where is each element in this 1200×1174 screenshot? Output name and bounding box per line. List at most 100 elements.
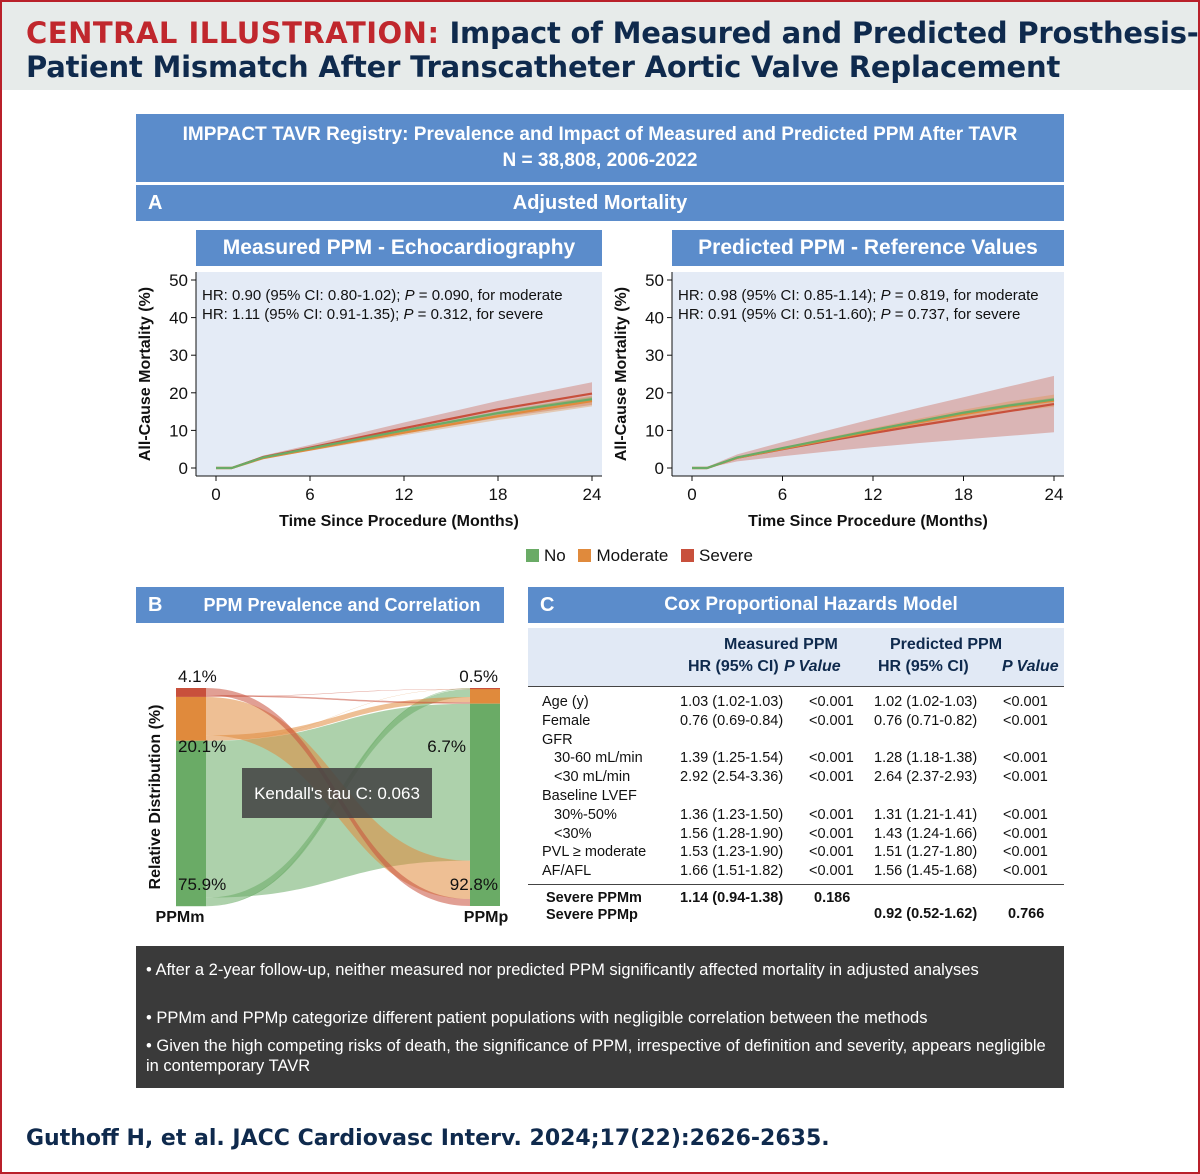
plot-area bbox=[672, 272, 1064, 476]
key-findings-box: • After a 2-year follow-up, neither meas… bbox=[136, 946, 1064, 1088]
header-p-measured: P Value bbox=[784, 658, 841, 675]
header: CENTRAL ILLUSTRATION: Impact of Measured… bbox=[2, 2, 1199, 90]
row-measured-hr: 1.36 (1.23-1.50) bbox=[680, 806, 784, 823]
left-node-severe bbox=[176, 688, 206, 697]
y-axis-title: All-Cause Mortality (%) bbox=[137, 287, 154, 461]
plot2-title: Predicted PPM - Reference Values bbox=[672, 230, 1064, 266]
row-label: Age (y) bbox=[542, 694, 589, 710]
y-tick-label-10: 10 bbox=[169, 421, 188, 440]
x-tick-label-0: 0 bbox=[211, 485, 220, 504]
panel-c-letter: C bbox=[540, 594, 555, 616]
severe-ppmp-label: Severe PPMp bbox=[546, 907, 638, 923]
row-predicted-p: <0.001 bbox=[1003, 844, 1048, 861]
plot-area bbox=[196, 272, 602, 476]
header-measured-ppm: Measured PPM bbox=[724, 636, 838, 653]
row-measured-p: <0.001 bbox=[809, 844, 854, 861]
panel-b-title: PPM Prevalence and Correlation bbox=[203, 595, 481, 615]
row-measured-hr: 0.76 (0.69-0.84) bbox=[680, 712, 784, 729]
y-tick-label-0: 0 bbox=[179, 459, 188, 478]
y-tick-label-50: 50 bbox=[645, 271, 664, 290]
hr-annotation-2: HR: 1.11 (95% CI: 0.91-1.35); P = 0.312,… bbox=[202, 306, 543, 323]
left-severe-label: 4.1% bbox=[178, 667, 217, 686]
row-label: Female bbox=[542, 712, 591, 729]
legend-severe-label: Severe bbox=[699, 546, 753, 565]
right-node-moderate bbox=[470, 689, 500, 704]
header-title-line2: Patient Mismatch After Transcatheter Aor… bbox=[26, 50, 1061, 84]
ppmp-label: PPMp bbox=[464, 909, 509, 926]
row-measured-hr: 2.92 (2.54-3.36) bbox=[680, 769, 784, 786]
header-p-predicted: P Value bbox=[1002, 658, 1059, 675]
right-no-label: 92.8% bbox=[450, 875, 498, 894]
panel-b-bar: B PPM Prevalence and Correlation bbox=[136, 587, 504, 623]
x-axis-title: Time Since Procedure (Months) bbox=[279, 513, 519, 530]
row-label: 30-60 mL/min bbox=[554, 750, 643, 767]
finding-3-text: Given the high competing risks of death,… bbox=[146, 1037, 1046, 1075]
severe-ppmm-p: 0.186 bbox=[814, 890, 851, 906]
header-predicted-ppm: Predicted PPM bbox=[890, 636, 1003, 653]
row-predicted-p: <0.001 bbox=[1003, 863, 1048, 880]
row-predicted-hr: 1.28 (1.18-1.38) bbox=[874, 750, 978, 767]
x-tick-label-24: 24 bbox=[583, 485, 602, 504]
severe-ppmp-hr: 0.92 (0.52-1.62) bbox=[874, 906, 978, 922]
table-header-rule bbox=[528, 686, 1064, 687]
row-label: <30% bbox=[554, 825, 592, 842]
flow-severe-to-severe bbox=[206, 688, 470, 697]
x-tick-label-6: 6 bbox=[778, 485, 787, 504]
y-tick-label-20: 20 bbox=[169, 384, 188, 403]
row-predicted-p: <0.001 bbox=[1003, 694, 1048, 710]
x-tick-label-24: 24 bbox=[1045, 485, 1064, 504]
y-tick-label-50: 50 bbox=[169, 271, 188, 290]
header-title-part1: Impact of Measured and Predicted Prosthe… bbox=[449, 16, 1199, 50]
x-tick-label-18: 18 bbox=[489, 485, 508, 504]
x-tick-label-12: 12 bbox=[864, 485, 883, 504]
x-tick-label-12: 12 bbox=[395, 485, 414, 504]
mortality-chart-measured: 0 10 20 30 40 50 0 6 12 18 24 Time Since Procedure … bbox=[137, 271, 602, 530]
finding-2-text: PPMm and PPMp categorize different patie… bbox=[156, 1009, 928, 1027]
right-severe-label: 0.5% bbox=[459, 667, 498, 686]
y-tick-label-20: 20 bbox=[645, 384, 664, 403]
row-predicted-hr: 2.64 (2.37-2.93) bbox=[874, 769, 978, 786]
flow-moderate-to-moderate bbox=[206, 696, 470, 741]
y-tick-label-40: 40 bbox=[169, 309, 188, 328]
severe-ppmm-label: Severe PPMm bbox=[546, 890, 642, 906]
finding-1-text: After a 2-year follow-up, neither measur… bbox=[155, 961, 979, 979]
central-illustration-label: CENTRAL ILLUSTRATION: bbox=[26, 16, 440, 50]
y-axis-title: All-Cause Mortality (%) bbox=[613, 287, 630, 461]
row-label: 30%-50% bbox=[554, 806, 617, 823]
ci-band-severe bbox=[692, 375, 1054, 468]
panel-a-bar: A Adjusted Mortality bbox=[136, 185, 1064, 221]
legend-severe-swatch bbox=[681, 549, 695, 562]
row-predicted-hr: 1.02 (1.02-1.03) bbox=[874, 694, 978, 710]
y-tick-label-10: 10 bbox=[645, 421, 664, 440]
x-tick-label-0: 0 bbox=[687, 485, 696, 504]
row-measured-p: <0.001 bbox=[809, 825, 854, 842]
hr-annotation-1: HR: 0.98 (95% CI: 0.85-1.14); P = 0.819,… bbox=[678, 287, 1039, 304]
row-label: Baseline LVEF bbox=[542, 788, 637, 804]
mortality-legend: No Moderate Severe bbox=[518, 546, 753, 566]
finding-3: • Given the high competing risks of deat… bbox=[146, 1037, 1046, 1075]
row-predicted-p: <0.001 bbox=[1003, 750, 1048, 767]
registry-banner: IMPPACT TAVR Registry: Prevalence and Im… bbox=[136, 114, 1064, 182]
row-measured-p: <0.001 bbox=[809, 806, 854, 823]
severe-ppmm-hr: 1.14 (0.94-1.38) bbox=[680, 890, 784, 906]
left-moderate-label: 20.1% bbox=[178, 737, 226, 756]
series-line-no bbox=[216, 398, 593, 470]
row-measured-hr: 1.56 (1.28-1.90) bbox=[680, 825, 784, 842]
x-tick-label-6: 6 bbox=[305, 485, 314, 504]
legend-no-label: No bbox=[544, 546, 566, 565]
panel-a-title: Adjusted Mortality bbox=[512, 192, 688, 214]
x-tick-label-18: 18 bbox=[954, 485, 973, 504]
kendall-tau-text: Kendall's tau C: 0.063 bbox=[254, 784, 420, 803]
registry-subtitle: N = 38,808, 2006-2022 bbox=[502, 150, 698, 171]
right-node-no bbox=[470, 703, 500, 906]
y-tick-label-40: 40 bbox=[645, 309, 664, 328]
right-moderate-label: 6.7% bbox=[427, 737, 466, 756]
row-label: PVL ≥ moderate bbox=[542, 844, 647, 861]
kendall-tau-box bbox=[242, 768, 432, 818]
row-label: <30 mL/min bbox=[554, 769, 631, 786]
row-predicted-p: <0.001 bbox=[1003, 825, 1048, 842]
right-node-severe bbox=[470, 688, 500, 690]
citation: Guthoff H, et al. JACC Cardiovasc Interv… bbox=[26, 1126, 830, 1151]
row-label: GFR bbox=[542, 731, 573, 748]
